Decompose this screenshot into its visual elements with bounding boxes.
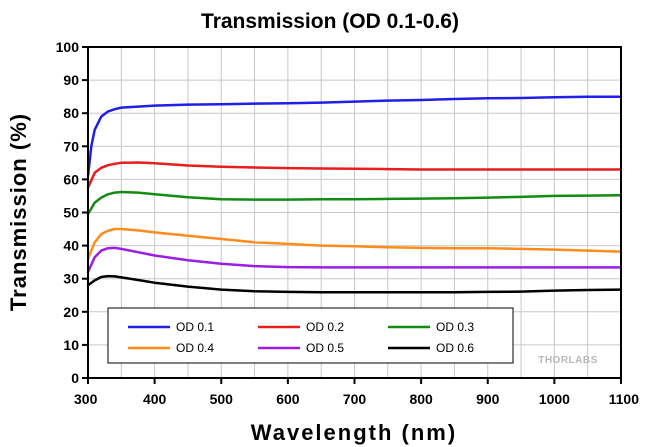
series-line bbox=[86, 274, 623, 294]
y-tick-label: 100 bbox=[56, 39, 80, 55]
x-tick-label: 700 bbox=[343, 391, 367, 407]
x-tick-label: 600 bbox=[276, 391, 300, 407]
y-tick-label: 80 bbox=[63, 105, 79, 121]
series-line bbox=[86, 246, 623, 274]
y-tick-label: 0 bbox=[71, 370, 79, 386]
y-tick-label: 20 bbox=[63, 304, 79, 320]
y-tick-label: 10 bbox=[63, 337, 79, 353]
y-tick-label: 70 bbox=[63, 138, 79, 154]
y-tick-labels: 0 10 20 30 40 50 60 70 80 90 100 bbox=[56, 39, 80, 386]
x-tick-label: 400 bbox=[143, 391, 167, 407]
legend: OD 0.1 OD 0.2 OD 0.3 OD 0.4 OD 0.5 OD 0.6 bbox=[107, 307, 514, 364]
legend-label: OD 0.4 bbox=[176, 341, 214, 355]
curves bbox=[86, 95, 623, 294]
thorlabs-watermark: THORLABS bbox=[538, 355, 598, 366]
y-tick-label: 50 bbox=[63, 205, 79, 221]
y-tick-label: 30 bbox=[63, 271, 79, 287]
chart-title: Transmission (OD 0.1-0.6) bbox=[201, 10, 459, 33]
legend-label: OD 0.1 bbox=[176, 320, 214, 334]
x-axis-label: Wavelength (nm) bbox=[251, 420, 457, 445]
x-tick-label: 1000 bbox=[539, 391, 570, 407]
x-tick-labels: 300 400 500 600 700 800 900 1000 1100 bbox=[74, 391, 639, 407]
x-tick-label: 300 bbox=[74, 391, 98, 407]
x-tick-label: 1100 bbox=[609, 391, 640, 407]
legend-label: OD 0.6 bbox=[436, 341, 474, 355]
series-line bbox=[86, 190, 623, 216]
legend-box bbox=[107, 307, 514, 364]
y-tick-label: 60 bbox=[63, 171, 79, 187]
y-axis-label: Transmission (%) bbox=[6, 113, 31, 311]
series-line bbox=[86, 95, 623, 178]
legend-label: OD 0.2 bbox=[306, 320, 344, 334]
series-line bbox=[86, 227, 623, 261]
x-tick-label: 800 bbox=[409, 391, 433, 407]
ticks bbox=[82, 46, 622, 384]
series-line bbox=[86, 161, 623, 189]
y-tick-label: 90 bbox=[63, 72, 79, 88]
x-tick-label: 900 bbox=[476, 391, 500, 407]
legend-label: OD 0.3 bbox=[436, 320, 474, 334]
y-tick-label: 40 bbox=[63, 238, 79, 254]
legend-label: OD 0.5 bbox=[306, 341, 344, 355]
x-tick-label: 500 bbox=[210, 391, 234, 407]
